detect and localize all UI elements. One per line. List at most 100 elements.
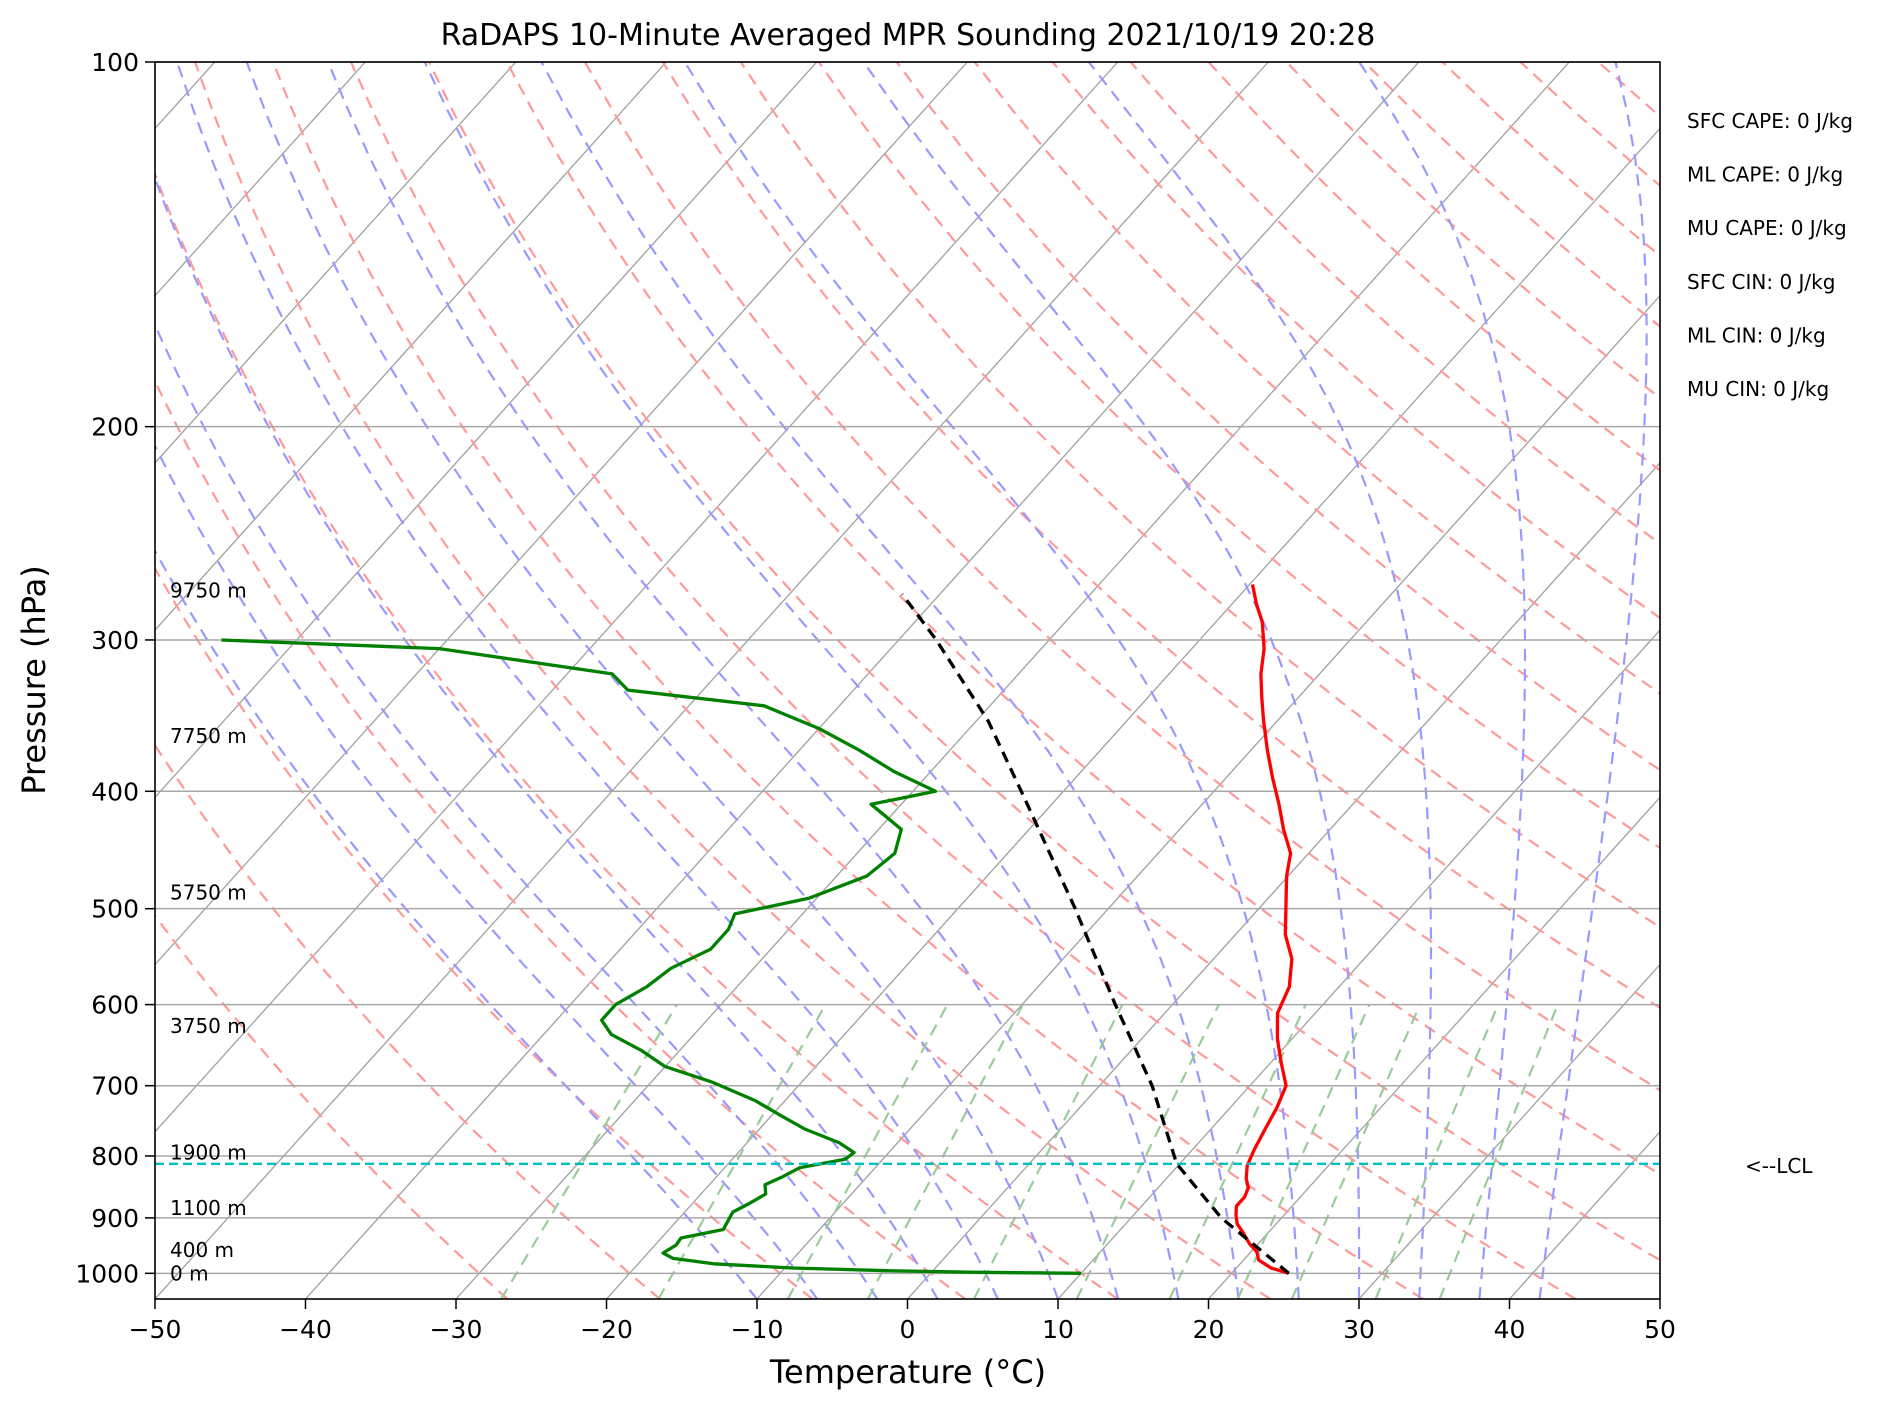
dry-adiabat-line xyxy=(505,62,1660,1176)
dry-adiabat-line xyxy=(1597,62,1660,118)
isotherm-line xyxy=(1659,1298,1660,1299)
stability-annotation: MU CIN: 0 J/kg xyxy=(1687,377,1829,401)
dewpoint-line xyxy=(221,638,1082,1275)
mixing-ratio-line xyxy=(1290,1004,1421,1299)
moist-adiabat-line xyxy=(245,62,1060,1299)
isotherm-line xyxy=(155,62,1119,1133)
isotherm-line xyxy=(155,62,1269,1299)
y-tick-label: 800 xyxy=(91,1142,139,1171)
mixing-ratio-line xyxy=(1374,1004,1500,1299)
mixing-ratio-line xyxy=(500,1004,678,1299)
height-label: 3750 m xyxy=(170,1014,247,1038)
x-axis-label: Temperature (°C) xyxy=(769,1353,1046,1391)
isotherm-line xyxy=(155,62,818,799)
moist-adiabat-line xyxy=(683,62,1300,1299)
moist-adiabat-line xyxy=(862,62,1361,1299)
moist-adiabat-line xyxy=(155,548,758,1299)
dry-adiabat-line xyxy=(428,62,1660,1262)
isotherm-line xyxy=(455,62,1570,1299)
isotherm-line xyxy=(1358,963,1660,1299)
isotherm-line xyxy=(155,62,517,464)
stability-annotation: SFC CIN: 0 J/kg xyxy=(1687,270,1835,294)
temperature-line xyxy=(1234,584,1294,1275)
stability-annotations: SFC CAPE: 0 J/kg ML CAPE: 0 J/kg MU CAPE: … xyxy=(1687,109,1853,401)
stability-annotation: ML CAPE: 0 J/kg xyxy=(1687,163,1843,187)
dry-adiabat-line xyxy=(272,62,1424,1299)
mixing-ratio-line xyxy=(786,1004,949,1299)
x-tick-label: 40 xyxy=(1494,1315,1526,1344)
mixing-ratio-line xyxy=(1168,1004,1307,1299)
y-tick-label: 500 xyxy=(91,895,139,924)
height-label: 0 m xyxy=(170,1261,209,1285)
height-label: 1900 m xyxy=(170,1141,247,1165)
isotherm-line xyxy=(1811,62,1882,1299)
dry-adiabat-line xyxy=(1441,62,1660,258)
moist-adiabat-line xyxy=(1358,62,1527,1299)
y-tick-label: 400 xyxy=(91,777,139,806)
isotherm-line xyxy=(1057,629,1660,1299)
y-tick-label: 1000 xyxy=(75,1259,139,1288)
isotherm-line xyxy=(155,62,366,297)
dry-adiabat-line xyxy=(155,913,509,1299)
x-axis-ticks: −50 −40 −30 −20 −10 0 10 20 30 40 50 xyxy=(129,1299,1676,1344)
dry-adiabat-line xyxy=(583,62,1660,1092)
y-tick-label: 900 xyxy=(91,1204,139,1233)
x-tick-label: 0 xyxy=(900,1315,916,1344)
dry-adiabat-line xyxy=(739,62,1660,929)
chart-title: RaDAPS 10-Minute Averaged MPR Sounding 2… xyxy=(441,18,1376,53)
plot-frame xyxy=(154,61,1661,1300)
isotherm-line xyxy=(907,461,1660,1299)
moist-adiabat-line xyxy=(155,443,819,1299)
stability-annotation: ML CIN: 0 J/kg xyxy=(1687,323,1826,347)
moist-adiabat-line xyxy=(1538,62,1648,1299)
lcl-marker: <--LCL xyxy=(155,1154,1813,1178)
dry-adiabat-line xyxy=(817,62,1660,850)
dry-adiabat-line xyxy=(155,378,966,1299)
moist-adiabat-line xyxy=(326,62,1120,1299)
dry-adiabat-line xyxy=(1519,62,1660,188)
mixing-ratio-line xyxy=(657,1004,827,1299)
height-label: 7750 m xyxy=(170,724,247,748)
height-label: 5750 m xyxy=(170,881,247,905)
y-tick-label: 200 xyxy=(91,413,139,442)
isotherm-line xyxy=(756,294,1660,1299)
dry-adiabat-line xyxy=(661,62,1660,1010)
dry-adiabat-line xyxy=(155,566,814,1299)
dry-adiabat-line xyxy=(1363,62,1660,328)
dry-adiabat-line xyxy=(1129,62,1660,545)
moist-adiabat-line xyxy=(1087,62,1433,1299)
mixing-ratio-line xyxy=(1236,1004,1371,1299)
mixing-ratio-line xyxy=(972,1004,1124,1299)
parcel-line xyxy=(900,593,1290,1275)
y-axis-label: Pressure (hPa) xyxy=(15,565,53,795)
y-axis-ticks: 100 200 300 400 500 600 700 800 900 1000 xyxy=(75,48,155,1288)
mixing-ratio-line xyxy=(866,1004,1024,1299)
height-labels: 9750 m 7750 m 5750 m 3750 m 1900 m 1100 m 400 … xyxy=(170,578,247,1285)
y-tick-label: 600 xyxy=(91,991,139,1020)
height-label: 1100 m xyxy=(170,1196,247,1220)
x-tick-label: −30 xyxy=(430,1315,483,1344)
pressure-grid xyxy=(155,61,1660,1275)
height-label: 400 m xyxy=(170,1238,234,1262)
x-tick-label: 50 xyxy=(1644,1315,1676,1344)
mixing-ratio-line xyxy=(1075,1004,1220,1299)
x-tick-label: 10 xyxy=(1042,1315,1074,1344)
moist-adiabat-line xyxy=(540,62,1240,1299)
x-tick-label: −10 xyxy=(731,1315,784,1344)
isotherm-line xyxy=(155,62,667,632)
dry-adiabat-line xyxy=(155,171,1119,1299)
mixing-ratio-line xyxy=(1438,1004,1559,1299)
isotherm-line xyxy=(1208,796,1660,1299)
stability-annotation: MU CAPE: 0 J/kg xyxy=(1687,216,1847,240)
dry-adiabat-line xyxy=(1207,62,1660,472)
x-tick-label: −50 xyxy=(129,1315,182,1344)
y-tick-label: 300 xyxy=(91,626,139,655)
dry-adiabat-line xyxy=(1051,62,1660,620)
x-tick-label: 20 xyxy=(1193,1315,1225,1344)
moist-adiabat-line xyxy=(423,62,1180,1299)
lcl-label: <--LCL xyxy=(1745,1154,1813,1178)
x-tick-label: −40 xyxy=(279,1315,332,1344)
dry-adiabat-line xyxy=(194,62,1271,1299)
isotherm-line xyxy=(305,62,1420,1299)
